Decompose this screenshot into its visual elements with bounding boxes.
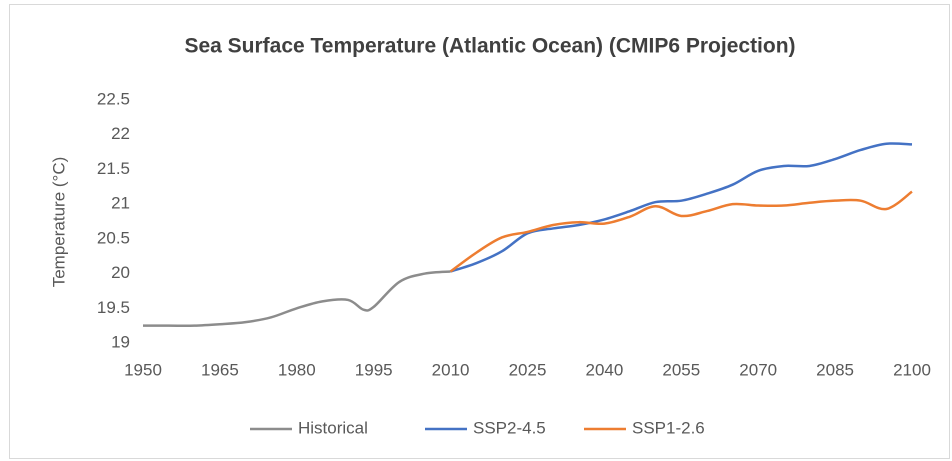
y-tick-label: 20 (111, 263, 130, 282)
y-tick-label: 19.5 (97, 298, 130, 317)
x-tick-label: 2010 (432, 360, 470, 379)
chart-title: Sea Surface Temperature (Atlantic Ocean)… (184, 35, 795, 58)
y-axis-label: Temperature (°C) (49, 157, 68, 288)
y-tick-label: 20.5 (97, 228, 130, 247)
series-line (450, 142, 913, 273)
x-tick-label: 2025 (509, 360, 547, 379)
x-tick-label: 2055 (662, 360, 700, 379)
x-tick-label: 1950 (124, 360, 162, 379)
legend-label: Historical (298, 418, 368, 437)
series-line (143, 270, 451, 327)
x-tick-label: 1980 (278, 360, 316, 379)
y-tick-label: 22.5 (97, 89, 130, 108)
legend-label: SSP1-2.6 (632, 418, 705, 437)
y-tick-label: 21 (111, 194, 130, 213)
x-tick-label: 2040 (585, 360, 623, 379)
x-tick-label: 2100 (893, 360, 931, 379)
y-tick-label: 19 (111, 332, 130, 351)
series-line (449, 190, 913, 273)
x-tick-label: 2070 (739, 360, 777, 379)
x-tick-label: 1965 (201, 360, 239, 379)
x-tick-label: 2085 (816, 360, 854, 379)
x-tick-label: 1995 (355, 360, 393, 379)
y-tick-label: 22 (111, 124, 130, 143)
legend-label: SSP2-4.5 (473, 418, 546, 437)
chart-border (9, 4, 950, 459)
y-tick-label: 21.5 (97, 159, 130, 178)
